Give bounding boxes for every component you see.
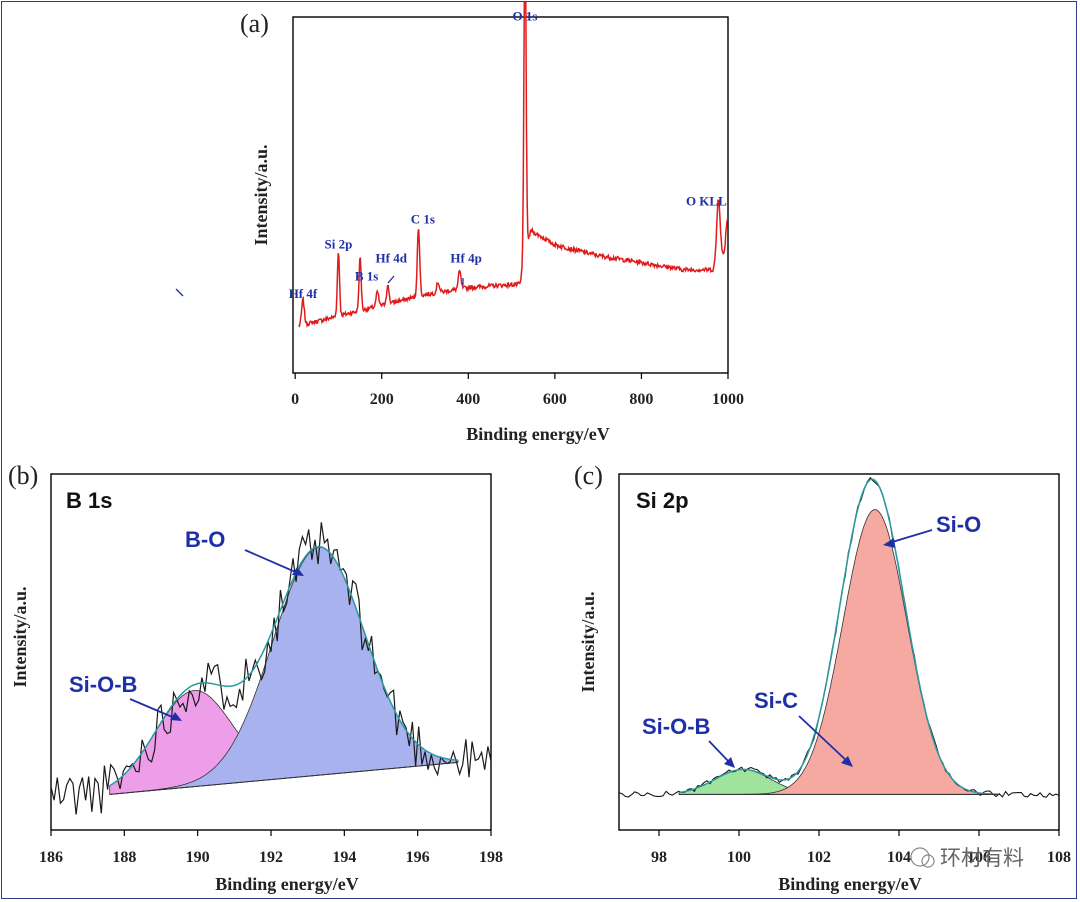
arrow-head-si-o: [883, 538, 895, 548]
plot-frame-a: [292, 16, 729, 374]
x-tick-label: 190: [186, 849, 210, 866]
x-tick-label: 400: [456, 391, 480, 408]
component-label-si-o-b: Si-O-B: [69, 672, 137, 697]
y-axis-title-a: Intensity/a.u.: [251, 144, 271, 245]
watermark-text: 环材有料: [940, 846, 1024, 870]
annotation-arrow-hf4d: [387, 275, 395, 284]
panel-label-b: (b): [8, 461, 38, 490]
y-axis-title-c: Intensity/a.u.: [578, 591, 598, 692]
peak-label-c1s: C 1s: [411, 211, 435, 226]
x-tick-label: 196: [406, 849, 430, 866]
x-tick-labels-b: 186 188 190 192 194 196 198: [39, 849, 503, 866]
y-axis-title-b: Intensity/a.u.: [10, 586, 30, 687]
fit-components-c: [678, 509, 1000, 795]
wechat-icon: [910, 847, 930, 867]
x-ticks-a: [294, 373, 729, 379]
peak-label-si2p: Si 2p: [325, 236, 353, 251]
x-tick-label: 800: [629, 391, 653, 408]
x-axis-title-a: Binding energy/eV: [466, 424, 610, 444]
x-axis-title-c: Binding energy/eV: [778, 874, 922, 894]
watermark: 环材有料: [910, 846, 1024, 870]
arrow-si-o: [888, 529, 933, 544]
x-tick-label: 100: [727, 849, 751, 866]
arrow-head-si-o-b-b: [170, 712, 182, 721]
panel-a-survey: (a) 0 200 400 600 800 1000 Binding energ…: [175, 2, 744, 444]
x-tick-label: 108: [1047, 849, 1071, 866]
arrow-b-o: [244, 549, 301, 575]
x-tick-label: 194: [332, 849, 356, 866]
fit-components-b: [109, 546, 459, 795]
x-tick-label: 106: [967, 849, 991, 866]
peak-annotations-a: Hf 4f Si 2p B 1s Hf 4d C 1s Hf 4p O 1s O…: [289, 9, 727, 302]
x-tick-labels-a: 0 200 400 600 800 1000: [291, 391, 744, 408]
component-label-si-o-b-c: Si-O-B: [642, 714, 710, 739]
component-label-si-o: Si-O: [936, 512, 981, 537]
peak-label-hf4f: Hf 4f: [289, 286, 318, 301]
arrow-si-o-b-c: [708, 740, 731, 764]
arrow-si-c: [798, 715, 849, 763]
x-tick-label: 188: [112, 849, 136, 866]
fit-envelope-b: [109, 546, 459, 787]
x-tick-label: 186: [39, 849, 63, 866]
fit-envelope-c: [678, 478, 999, 795]
peak-label-hf4d: Hf 4d: [376, 251, 408, 266]
panel-label-a: (a): [240, 9, 269, 38]
wechat-icon-small: [921, 854, 935, 868]
component-label-b-o: B-O: [185, 527, 225, 552]
x-tick-label: 198: [479, 849, 503, 866]
panel-title-b: B 1s: [66, 488, 112, 513]
component-si-o-area: [679, 509, 1000, 795]
panel-title-c: Si 2p: [636, 488, 689, 513]
plot-frame-c: [618, 473, 1060, 831]
x-tick-label: 600: [543, 391, 567, 408]
peak-label-okll: O KLL: [686, 194, 727, 209]
raw-spectrum-b: [50, 522, 492, 815]
arrow-head-si-c: [841, 756, 853, 767]
x-ticks-c: [658, 830, 1060, 836]
x-ticks-b: [50, 830, 492, 836]
peak-label-b1s: B 1s: [355, 268, 378, 283]
peak-label-hf4p: Hf 4p: [450, 251, 481, 266]
x-tick-label: 1000: [712, 391, 744, 408]
annotation-arrow-b1s: [175, 288, 184, 297]
arrow-head-si-o-b-c: [724, 757, 735, 768]
peak-label-o1s: O 1s: [513, 9, 538, 24]
arrow-head-b-o: [292, 567, 304, 576]
x-tick-label: 0: [291, 391, 299, 408]
x-axis-title-b: Binding energy/eV: [215, 874, 359, 894]
survey-spectrum-line: [298, 2, 729, 329]
arrow-si-o-b-b: [129, 698, 178, 720]
x-tick-label: 102: [807, 849, 831, 866]
x-tick-label: 192: [259, 849, 283, 866]
component-label-si-c: Si-C: [754, 688, 798, 713]
x-tick-labels-c: 98 100 102 104 106 108: [651, 849, 1071, 866]
background-line-b: [109, 761, 459, 795]
x-tick-label: 98: [651, 849, 667, 866]
panel-c-si2p: (c) Si 2p 98 100 102 104 106 108 Binding…: [574, 461, 1071, 894]
x-tick-label: 104: [887, 849, 911, 866]
panel-b-b1s: (b) B 1s 186 188 190 192 194 196 198 Bin…: [8, 461, 503, 894]
x-tick-label: 200: [370, 391, 394, 408]
panel-label-c: (c): [574, 461, 603, 490]
